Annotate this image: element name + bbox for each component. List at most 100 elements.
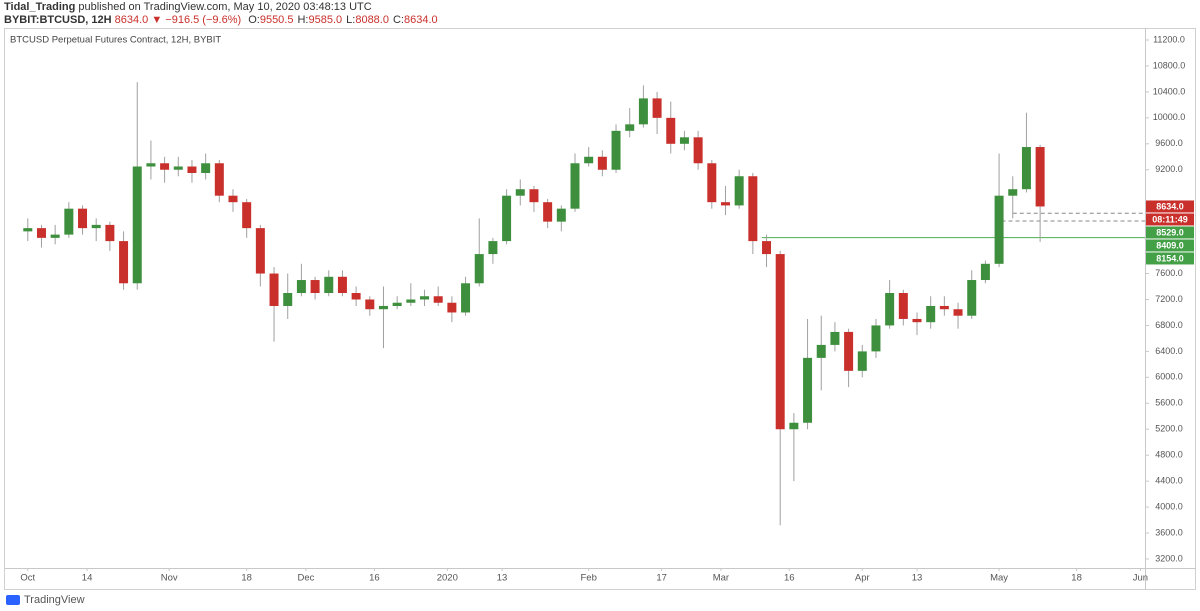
candle-body — [132, 166, 142, 284]
y-tick-label: 9600.0 — [1155, 138, 1183, 148]
x-tick-label: Apr — [855, 573, 870, 584]
ohlc-label: O: — [248, 14, 260, 26]
y-tick-label: 3600.0 — [1155, 527, 1183, 537]
x-tick-label: Feb — [580, 573, 596, 584]
candle-body — [324, 276, 334, 294]
candle-body — [310, 280, 320, 294]
logo — [6, 595, 20, 605]
candle-body — [515, 189, 525, 196]
candle-body — [242, 202, 252, 229]
candle-body — [707, 163, 717, 203]
candle-body — [953, 309, 963, 316]
candle-body — [597, 156, 607, 170]
candle-body — [720, 202, 730, 206]
symbol: BYBIT:BTCUSD, 12H — [4, 14, 112, 26]
last-price-badge-label: 8634.0 — [1156, 201, 1184, 211]
candle-body — [625, 124, 635, 131]
candle-body — [283, 293, 293, 306]
x-tick-label: 18 — [1071, 573, 1082, 584]
y-tick-label: 4800.0 — [1155, 450, 1183, 460]
ohlc-value: 8088.0 — [355, 14, 389, 26]
candle-body — [392, 302, 402, 306]
ohlc-label: L: — [346, 14, 355, 26]
last: 8634.0 — [115, 14, 149, 26]
candle-body — [23, 228, 33, 232]
brand: TradingView — [24, 594, 85, 606]
candle-body — [91, 224, 101, 229]
chart-frame — [4, 28, 1196, 590]
candle-body — [255, 228, 265, 274]
candle-body — [50, 234, 60, 238]
countdown-badge — [1146, 213, 1194, 226]
x-tick-label: 16 — [784, 573, 795, 584]
candle-body — [556, 208, 566, 222]
symbol-line: BYBIT:BTCUSD, 12H 8634.0 ▼ −916.5 (−9.6%… — [4, 14, 438, 26]
chart-title: BTCUSD Perpetual Futures Contract, 12H, … — [10, 35, 221, 46]
candle-body — [296, 280, 306, 294]
candle-body — [1008, 189, 1018, 196]
candle-body — [762, 241, 772, 255]
y-tick-label: 7200.0 — [1155, 294, 1183, 304]
candle-body — [337, 276, 347, 294]
y-tick-label: 10800.0 — [1153, 60, 1186, 70]
candle-body — [939, 305, 949, 310]
y-tick-label: 6800.0 — [1155, 320, 1183, 330]
x-tick-label: 2020 — [437, 573, 458, 584]
y-tick-label: 4400.0 — [1155, 476, 1183, 486]
y-tick-label: 6400.0 — [1155, 346, 1183, 356]
candle-body — [529, 189, 539, 203]
y-tick-label: 5200.0 — [1155, 424, 1183, 434]
candle-body — [351, 293, 361, 300]
candle-body — [420, 296, 430, 300]
candle-body — [912, 318, 922, 323]
candle-body — [433, 296, 443, 303]
y-tick-label: 3200.0 — [1155, 553, 1183, 563]
level-badge-label: 8409.0 — [1156, 240, 1184, 250]
candle-body — [502, 195, 512, 242]
y-tick-label: 5600.0 — [1155, 398, 1183, 408]
candle-body — [926, 305, 936, 323]
candle-body — [679, 137, 689, 144]
x-tick-label: 17 — [656, 573, 667, 584]
candle-body — [201, 163, 211, 173]
candle-body — [365, 299, 375, 310]
candle-body — [78, 208, 88, 229]
x-tick-label: 18 — [241, 573, 252, 584]
candle-body — [64, 208, 74, 235]
candle-body — [105, 224, 115, 242]
candle-body — [584, 156, 594, 164]
published: published on TradingView.com, May 10, 20… — [78, 1, 371, 13]
countdown-badge-label: 08:11:49 — [1152, 214, 1188, 224]
candle-body — [146, 163, 156, 167]
candle-body — [789, 422, 799, 430]
candle-body — [967, 280, 977, 316]
x-tick-label: 13 — [912, 573, 923, 584]
x-tick-label: Dec — [298, 573, 315, 584]
ohlc-label: C: — [393, 14, 404, 26]
candle-body — [803, 357, 813, 423]
level-badge-label: 8154.0 — [1156, 253, 1184, 263]
x-tick-label: 16 — [369, 573, 380, 584]
candle-body — [638, 98, 648, 125]
x-tick-label: Jun — [1133, 573, 1148, 584]
candle-body — [816, 344, 826, 358]
header-line: Tidal_Trading published on TradingView.c… — [4, 1, 372, 13]
candle-body — [666, 117, 676, 144]
candle-body — [1021, 147, 1031, 190]
y-tick-label: 10400.0 — [1153, 86, 1186, 96]
candle-body — [611, 130, 621, 170]
candle-body — [871, 325, 881, 352]
x-tick-label: Nov — [161, 573, 178, 584]
ohlc-value: 9550.5 — [260, 14, 294, 26]
candle-body — [474, 254, 484, 284]
candle-body — [228, 195, 238, 203]
candle-body — [980, 263, 990, 281]
candle-body — [378, 305, 388, 310]
candle-body — [830, 331, 840, 345]
candle-body — [775, 254, 785, 430]
author: Tidal_Trading — [4, 1, 75, 13]
y-tick-label: 7600.0 — [1155, 268, 1183, 278]
candle-body — [652, 98, 662, 118]
x-tick-label: Mar — [713, 573, 729, 584]
